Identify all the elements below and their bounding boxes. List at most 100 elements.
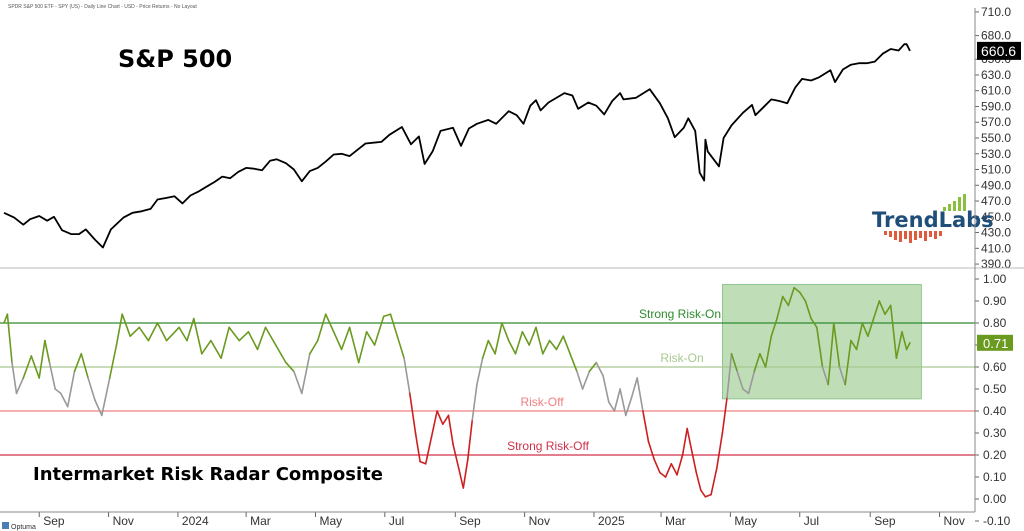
- radar-line-segment: [186, 317, 195, 342]
- threshold-label: Risk-On: [660, 351, 703, 365]
- logo-up-bar: [948, 204, 951, 211]
- x-tick-label: Mar: [665, 514, 686, 528]
- radar-line-segment: [22, 355, 33, 379]
- radar-line-segment: [44, 339, 51, 364]
- radar-line-segment: [535, 326, 544, 355]
- x-tick-label: Nov: [944, 514, 965, 528]
- radar-line-segment: [38, 339, 46, 379]
- radar-line-segment: [501, 322, 510, 342]
- radar-line-segment: [210, 339, 222, 360]
- radar-line-segment: [247, 330, 259, 351]
- risk-on-highlight-zone: [722, 284, 922, 400]
- radar-y-tick-label: 0.00: [983, 492, 1007, 506]
- radar-line-segment: [798, 291, 807, 302]
- threshold-label: Strong Risk-Off: [507, 439, 589, 453]
- logo-down-bar: [934, 231, 937, 239]
- sp500-y-tick-label: 430.0: [981, 226, 1011, 240]
- radar-y-tick-label: 0.80: [983, 316, 1007, 330]
- radar-line-segment: [884, 304, 892, 316]
- radar-line-segment: [30, 355, 41, 379]
- radar-line-segment: [108, 344, 118, 379]
- radar-line-segment: [178, 326, 188, 342]
- sp500-last-value-badge: [977, 41, 1021, 60]
- radar-line-segment: [905, 341, 911, 351]
- x-tick-label: 2025: [598, 514, 625, 528]
- radar-line-segment: [165, 326, 180, 342]
- x-tick-label: Sep: [459, 514, 481, 528]
- radar-line-segment: [699, 489, 707, 498]
- radar-line-segment: [332, 330, 343, 351]
- sp500-y-tick-label: 610.0: [981, 84, 1011, 98]
- logo-down-bar: [914, 231, 917, 240]
- radar-line-segment: [274, 344, 287, 364]
- radar-line-segment: [308, 339, 319, 355]
- logo-down-bar: [904, 231, 907, 239]
- threshold-label: Risk-Off: [520, 395, 564, 409]
- logo-up-bar: [963, 194, 966, 211]
- radar-line-segment: [115, 313, 123, 346]
- radar-line-segment: [676, 454, 684, 476]
- radar-line-segment: [776, 295, 784, 320]
- radar-last-value-label: 0.71: [983, 336, 1008, 351]
- radar-line-segment: [430, 410, 438, 439]
- logo-down-bar: [919, 231, 922, 238]
- logo-down-bar: [894, 231, 897, 240]
- radar-line-segment: [481, 339, 490, 360]
- radar-line-segment: [528, 326, 537, 346]
- radar-line-segment: [414, 432, 421, 463]
- radar-last-value-badge: [977, 334, 1013, 351]
- logo-up-bar: [958, 197, 961, 211]
- radar-line-segment: [220, 326, 230, 360]
- radar-line-segment: [396, 335, 405, 360]
- radar-line-segment: [87, 377, 96, 401]
- radar-line-segment: [555, 335, 565, 351]
- radar-line-segment: [664, 462, 673, 478]
- optuma-logo-icon: [2, 522, 9, 529]
- radar-line-segment: [690, 449, 698, 474]
- radar-line-segment: [316, 313, 327, 342]
- radar-line-segment: [424, 436, 433, 465]
- radar-line-segment: [48, 361, 57, 390]
- radar-line-segment: [576, 370, 584, 390]
- sp500-y-tick-label: 490.0: [981, 178, 1011, 192]
- radar-line-segment: [726, 352, 733, 399]
- radar-line-segment: [408, 392, 417, 434]
- radar-line-segment: [736, 370, 744, 390]
- threshold-label: Strong Risk-On: [639, 307, 721, 321]
- trendlabs-logo-text: TrendLabs: [872, 208, 994, 232]
- radar-line-segment: [630, 377, 639, 399]
- radar-line-segment: [642, 410, 650, 443]
- radar-line-segment: [462, 458, 469, 489]
- x-tick-label: Mar: [250, 514, 271, 528]
- chart-caption: SPDR S&P 500 ETF - SPY (US) - Daily Line…: [8, 4, 197, 10]
- radar-line-segment: [742, 388, 750, 395]
- sp500-y-tick-label: 450.0: [981, 210, 1011, 224]
- sp500-y-tick-label: 530.0: [981, 147, 1011, 161]
- radar-line-segment: [850, 339, 858, 351]
- radar-line-segment: [11, 361, 18, 395]
- sp500-y-tick-label: 570.0: [981, 115, 1011, 129]
- x-tick-label: Jul: [804, 514, 819, 528]
- optuma-brand: Optuma: [2, 522, 36, 531]
- radar-line-segment: [619, 388, 627, 417]
- radar-line-segment: [147, 322, 159, 342]
- radar-line-segment: [895, 330, 903, 360]
- radar-line-segment: [832, 322, 841, 368]
- radar-y-tick-label: 0.10: [983, 470, 1007, 484]
- radar-line-segment: [588, 361, 598, 373]
- radar-line-segment: [878, 300, 886, 316]
- sp500-y-tick-label: 630.0: [981, 68, 1011, 82]
- radar-line-segment: [670, 462, 678, 476]
- radar-line-segment: [613, 388, 621, 412]
- radar-line-segment: [264, 326, 277, 346]
- radar-line-segment: [770, 317, 778, 338]
- radar-line-segment: [340, 326, 351, 351]
- radar-line-segment: [285, 361, 295, 373]
- sp500-last-value-label: 660.6: [981, 43, 1016, 59]
- radar-line-segment: [452, 443, 460, 470]
- sp500-y-tick-label: 680.0: [981, 29, 1011, 43]
- radar-line-segment: [6, 313, 13, 364]
- radar-line-segment: [80, 352, 89, 379]
- sp500-y-tick-label: 410.0: [981, 241, 1011, 255]
